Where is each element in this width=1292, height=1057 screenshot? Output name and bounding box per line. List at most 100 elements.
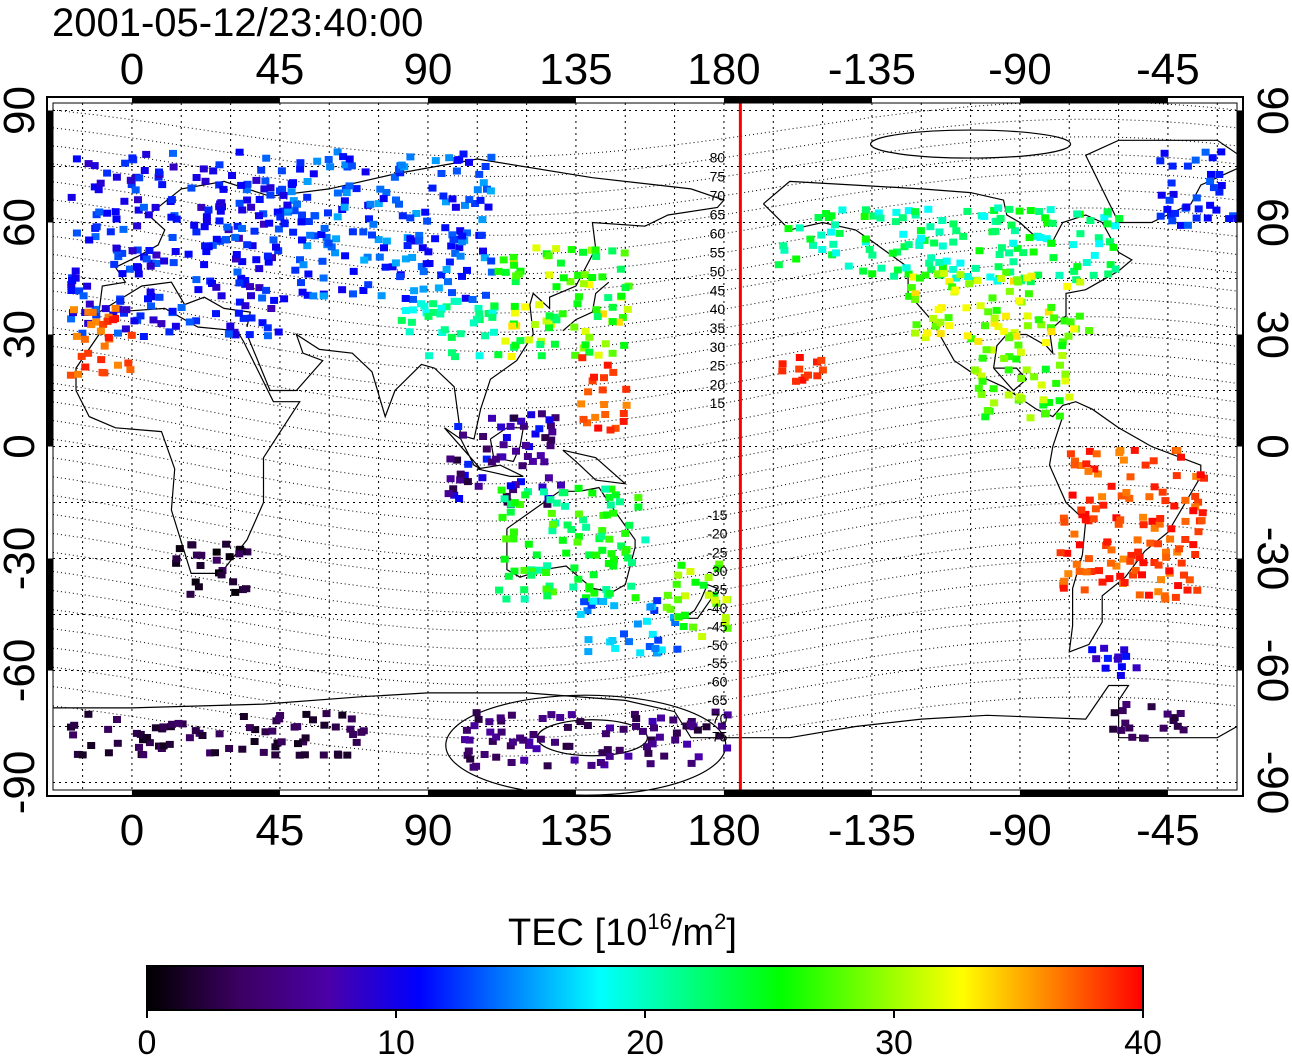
- coastline: [562, 449, 628, 485]
- tec-cell: [951, 286, 960, 294]
- tec-cell: [1084, 555, 1093, 563]
- tec-cell: [85, 300, 94, 308]
- tec-cell: [523, 453, 532, 460]
- tec-cell: [293, 200, 301, 208]
- tec-cell: [1092, 655, 1101, 663]
- tec-cell: [1198, 509, 1207, 517]
- tec-cell: [662, 603, 671, 611]
- tec-cell: [1150, 483, 1159, 491]
- tec-cell: [302, 710, 311, 718]
- tec-cell: [930, 239, 939, 247]
- tec-cell: [1076, 278, 1085, 286]
- tec-cell: [497, 486, 506, 494]
- tec-cell: [469, 763, 478, 771]
- tec-cell: [263, 332, 272, 340]
- tec-cell: [309, 170, 318, 178]
- tec-cell: [683, 740, 692, 748]
- tec-cell: [299, 261, 308, 269]
- lon-tick-label-bottom: -90: [988, 806, 1052, 855]
- tec-cell: [241, 280, 250, 288]
- tec-cell: [178, 720, 187, 728]
- tec-cell: [1167, 212, 1175, 220]
- tec-cell: [1176, 710, 1185, 717]
- tec-cell: [454, 423, 463, 430]
- tec-cell: [704, 591, 713, 599]
- tec-cell: [406, 235, 415, 243]
- tec-cell: [584, 636, 593, 644]
- tec-cell: [259, 210, 268, 218]
- tec-cell: [702, 723, 711, 731]
- tec-cell: [448, 195, 457, 203]
- tec-cell: [455, 244, 464, 252]
- tec-cell: [633, 620, 642, 628]
- tec-cell: [1175, 545, 1184, 553]
- tec-cell: [1162, 548, 1170, 556]
- tec-cell: [1212, 206, 1221, 214]
- tec-cell: [222, 236, 230, 243]
- tec-cell: [442, 198, 450, 206]
- tec-cell: [1087, 568, 1096, 575]
- tec-cell: [84, 160, 93, 168]
- tec-cell: [1036, 234, 1045, 241]
- tec-cell: [192, 551, 201, 559]
- tec-cell: [606, 501, 615, 509]
- tec-cell: [545, 324, 553, 332]
- tec-cell: [100, 342, 109, 350]
- tec-cell: [527, 411, 536, 419]
- tec-cell: [319, 292, 328, 300]
- tec-cell: [133, 222, 142, 230]
- tec-cell: [1104, 270, 1113, 278]
- frame-segment-bottom: [427, 790, 576, 796]
- tec-cell: [104, 749, 113, 757]
- tec-cell: [134, 270, 143, 278]
- tec-cell: [952, 274, 961, 282]
- tec-cell: [202, 213, 211, 221]
- tec-cell: [296, 159, 305, 167]
- tec-cell: [197, 203, 206, 211]
- contour-label: -25: [707, 544, 727, 560]
- contour-line: [52, 560, 1238, 632]
- tec-cell: [650, 724, 658, 732]
- tec-cell: [611, 424, 620, 432]
- tec-cell: [1150, 559, 1159, 566]
- tec-cell: [970, 366, 979, 374]
- tec-cell: [68, 277, 77, 284]
- tec-cell: [975, 247, 984, 255]
- tec-cell: [233, 268, 242, 276]
- north-pole-contour: [869, 129, 1072, 159]
- tec-cell: [396, 273, 405, 281]
- top-longitude-labels: 0 45 90 135 180 -135 -90 -45: [120, 45, 1200, 94]
- contour-label: 15: [710, 395, 726, 411]
- tec-cell: [585, 583, 594, 591]
- tec-cell: [500, 495, 509, 503]
- tec-cell: [550, 340, 559, 348]
- tec-cell: [608, 637, 617, 644]
- tec-cell: [602, 511, 611, 519]
- tec-cell: [671, 619, 680, 626]
- tec-cell: [983, 407, 992, 414]
- tec-cell: [686, 720, 695, 728]
- tec-cell: [524, 336, 533, 344]
- tec-cell: [341, 252, 350, 260]
- lon-tick-label-bottom: 180: [687, 806, 760, 855]
- contour-line: [52, 446, 1238, 522]
- tec-cell: [722, 596, 731, 603]
- tec-cell: [1059, 584, 1068, 592]
- tec-cell: [621, 529, 630, 537]
- tec-cell: [939, 270, 948, 277]
- tec-cell: [1149, 457, 1158, 465]
- tec-cell: [177, 304, 186, 311]
- tec-cell: [1203, 214, 1212, 222]
- tec-cell: [609, 368, 618, 376]
- tec-cell: [798, 376, 807, 384]
- tec-cell: [113, 716, 121, 723]
- tec-cell: [447, 333, 456, 341]
- tec-cell: [412, 210, 421, 217]
- tec-cell: [67, 193, 76, 201]
- tec-cell: [274, 225, 283, 233]
- tec-cell: [216, 207, 225, 215]
- tec-cell: [297, 279, 305, 287]
- frame-segment-top: [131, 97, 280, 103]
- tec-cell: [1171, 209, 1180, 217]
- tec-cell: [795, 224, 804, 232]
